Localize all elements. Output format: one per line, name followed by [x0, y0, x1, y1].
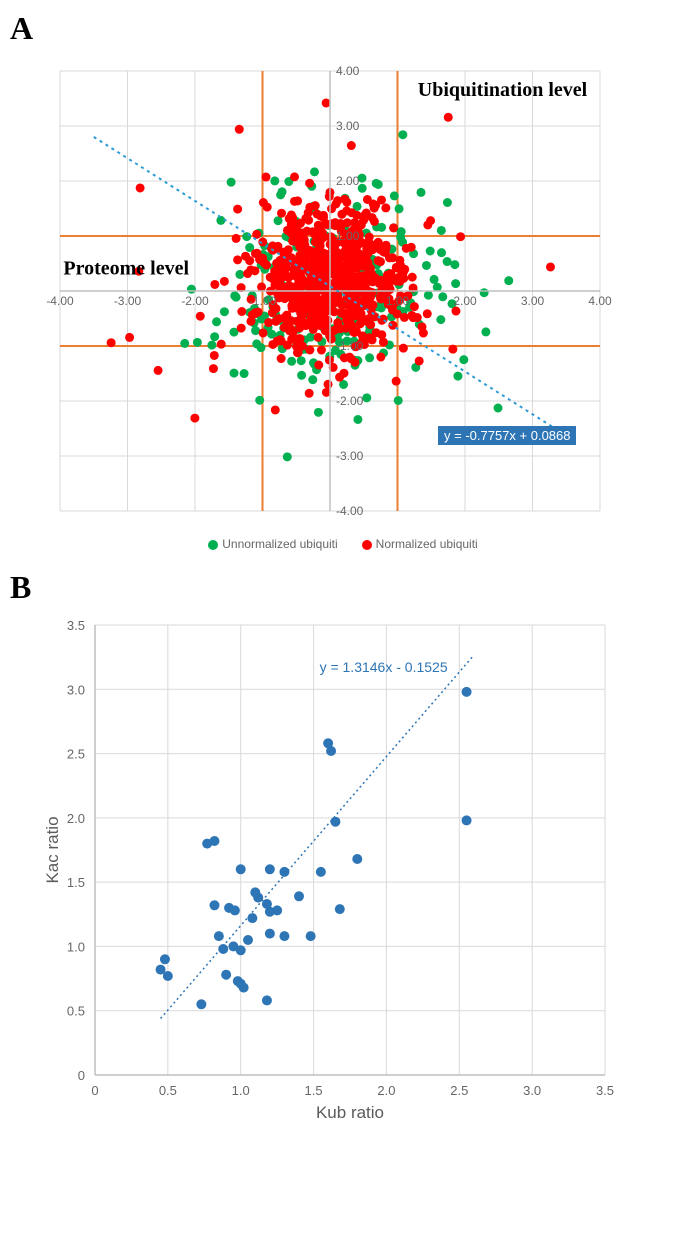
svg-text:3.0: 3.0 [67, 682, 85, 697]
svg-text:Kub ratio: Kub ratio [316, 1103, 384, 1122]
panel-a-label: A [10, 10, 676, 47]
svg-text:2.00: 2.00 [453, 294, 477, 308]
legend-item: Unnormalized ubiquiti [208, 537, 337, 551]
legend-a: Unnormalized ubiquiti Normalized ubiquiti [10, 537, 676, 551]
svg-text:2.0: 2.0 [377, 1083, 395, 1098]
svg-text:-4.00: -4.00 [46, 294, 74, 308]
equation-badge-a: y = -0.7757x + 0.0868 [438, 426, 576, 445]
chart-b-svg: 0 0.5 1.0 1.5 2.0 2.5 3.0 3.5 0 0.5 1.0 1.5 2.0 2.5 3.… [40, 610, 620, 1130]
chart-b: 0 0.5 1.0 1.5 2.0 2.5 3.0 3.5 0 0.5 1.0 1.5 2.0 2.5 3.… [40, 610, 676, 1130]
svg-text:Proteome level: Proteome level [63, 258, 189, 280]
svg-text:3.00: 3.00 [521, 294, 545, 308]
svg-text:1.5: 1.5 [305, 1083, 323, 1098]
panel-b-label: B [10, 569, 676, 606]
svg-text:1.00: 1.00 [336, 229, 360, 243]
svg-text:0: 0 [78, 1068, 85, 1083]
legend-item: Normalized ubiquiti [362, 537, 478, 551]
svg-text:0: 0 [91, 1083, 98, 1098]
svg-text:-1.00: -1.00 [336, 339, 364, 353]
svg-text:Ubiquitination level: Ubiquitination level [418, 79, 588, 101]
svg-text:-2.00: -2.00 [181, 294, 209, 308]
svg-text:2.00: 2.00 [336, 174, 360, 188]
svg-text:-1.00: -1.00 [249, 294, 277, 308]
svg-text:1.0: 1.0 [232, 1083, 250, 1098]
svg-text:1.5: 1.5 [67, 875, 85, 890]
svg-text:-3.00: -3.00 [114, 294, 142, 308]
svg-text:2.0: 2.0 [67, 811, 85, 826]
svg-text:3.5: 3.5 [67, 618, 85, 633]
svg-text:2.5: 2.5 [450, 1083, 468, 1098]
svg-text:0.5: 0.5 [67, 1004, 85, 1019]
svg-text:Kac ratio: Kac ratio [43, 816, 62, 883]
svg-text:1.0: 1.0 [67, 939, 85, 954]
svg-text:4.00: 4.00 [336, 64, 360, 78]
svg-text:3.00: 3.00 [336, 119, 360, 133]
svg-text:1.00: 1.00 [386, 294, 410, 308]
svg-text:-3.00: -3.00 [336, 449, 364, 463]
equation-label-b: y = 1.3146x - 0.1525 [314, 657, 454, 677]
svg-text:-2.00: -2.00 [336, 394, 364, 408]
chart-a: -4.00 -3.00 -2.00 -1.00 1.00 2.00 3.00 4.00 -4.0… [40, 51, 676, 531]
svg-text:3.0: 3.0 [523, 1083, 541, 1098]
svg-text:2.5: 2.5 [67, 747, 85, 762]
svg-text:0.5: 0.5 [159, 1083, 177, 1098]
svg-text:3.5: 3.5 [596, 1083, 614, 1098]
svg-text:4.00: 4.00 [588, 294, 612, 308]
svg-text:-4.00: -4.00 [336, 504, 364, 518]
chart-a-svg: -4.00 -3.00 -2.00 -1.00 1.00 2.00 3.00 4.00 -4.0… [40, 51, 620, 531]
